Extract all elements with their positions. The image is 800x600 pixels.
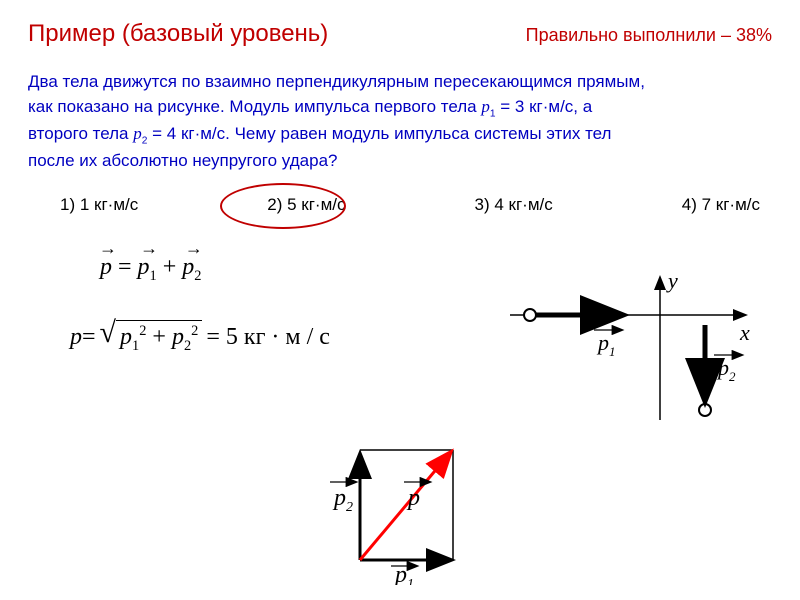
axis-x-label: x [739,320,750,345]
formula-magnitude: p = √ p12 + p22 = 5 кг · м / с [70,320,330,355]
p1-val: = 3 кг·м/с, а [496,97,593,116]
f1-p2: p [182,254,194,280]
f2-r2s2: 2 [191,323,198,339]
answer-1: 1) 1 кг·м/с [60,195,138,215]
p2-var: p [133,124,142,143]
sqrt-icon: √ p12 + p22 [100,320,203,355]
p2-val: = 4 кг·м/с. Чему равен модуль импульса с… [147,124,611,143]
axes-diagram: y x p1 p2 [490,270,760,430]
answer-row: 1) 1 кг·м/с 2) 5 кг·м/с 3) 4 кг·м/с 4) 7… [60,195,760,215]
problem-line4: после их абсолютно неупругого удара? [28,151,337,170]
f2-plus: + [146,324,172,350]
vector-addition-diagram: p p2 p1 [330,430,510,585]
f2-r2s1: 2 [184,338,191,354]
diag-p: p [406,485,420,511]
answer-4: 4) 7 кг·м/с [682,195,760,215]
formula-vector-sum: p = p1 + p2 [100,250,202,285]
f2-p: p [70,324,82,351]
problem-line2a: как показано на рисунке. Модуль импульса… [28,97,481,116]
problem-line1: Два тела движутся по взаимно перпендикул… [28,72,645,91]
f1-eq: = [112,254,138,280]
slide-title: Пример (базовый уровень) [28,20,328,48]
f1-s2: 2 [194,268,201,284]
axes-p1: p1 [596,330,616,359]
f1-p: p [100,254,112,280]
f1-s1: 1 [150,268,157,284]
f2-r1: p [120,324,132,350]
answer-2: 2) 5 кг·м/с [267,195,345,215]
f1-plus: + [157,254,183,280]
f2-r2: p [172,324,184,350]
problem-text: Два тела движутся по взаимно перпендикул… [28,70,772,174]
axes-p2: p2 [716,355,736,384]
diag-p2: p2 [332,485,353,515]
f2-eq1: = [82,324,96,351]
answer-3: 3) 4 кг·м/с [475,195,553,215]
f1-p1: p [138,254,150,280]
axis-y-label: y [666,270,678,293]
f2-r1s1: 1 [132,338,139,354]
f2-eq2: = 5 кг · м / с [206,324,330,351]
problem-line3a: второго тела [28,124,133,143]
stat-text: Правильно выполнили – 38% [526,25,772,46]
p1-var: p [481,97,490,116]
